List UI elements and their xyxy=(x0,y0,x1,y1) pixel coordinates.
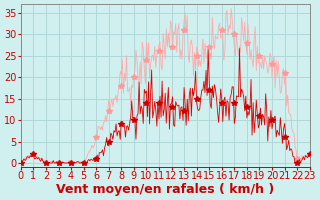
X-axis label: Vent moyen/en rafales ( km/h ): Vent moyen/en rafales ( km/h ) xyxy=(56,183,274,196)
